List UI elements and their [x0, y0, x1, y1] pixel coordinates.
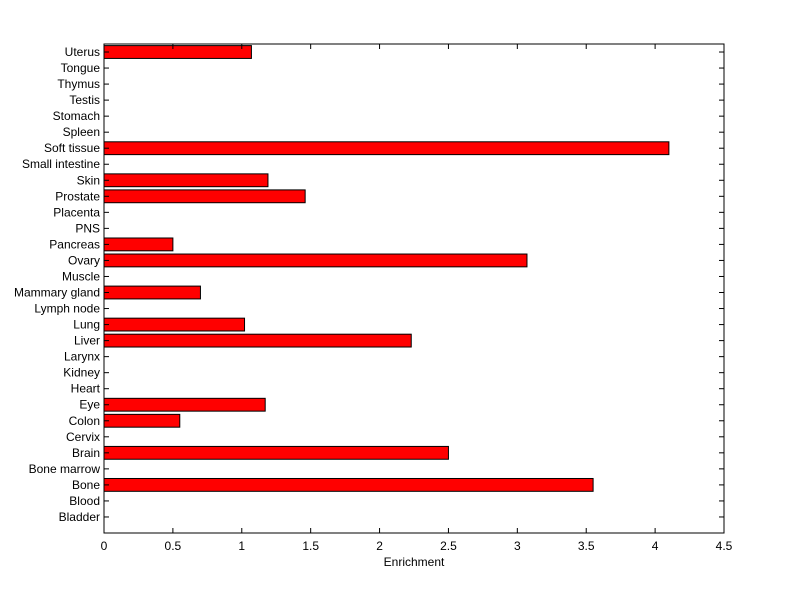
y-tick-label: Prostate: [55, 189, 100, 203]
y-tick-label: Testis: [69, 93, 100, 107]
bar-liver: [103, 333, 412, 348]
y-tick-label: Colon: [69, 414, 100, 428]
x-tick-label: 2.5: [440, 539, 457, 553]
bar-uterus: [103, 45, 252, 59]
y-tick-label: Muscle: [62, 269, 100, 283]
y-tick-label: Heart: [71, 382, 101, 396]
y-tick-label: Bladder: [59, 510, 100, 524]
bar-lung: [103, 317, 246, 332]
bar-colon: [103, 413, 181, 428]
y-tick-label: Bone marrow: [29, 462, 101, 476]
x-axis-label: Enrichment: [384, 555, 445, 569]
bar-brain: [103, 445, 449, 460]
x-tick-label: 3.5: [578, 539, 595, 553]
y-tick-label: Liver: [74, 334, 100, 348]
y-tick-label: Kidney: [63, 366, 100, 380]
bar-soft-tissue: [103, 141, 670, 156]
bar-ovary: [103, 253, 528, 268]
x-tick-label: 1.5: [302, 539, 319, 553]
y-tick-label: Uterus: [65, 45, 100, 59]
y-tick-label: Brain: [72, 446, 100, 460]
y-tick-label: Blood: [69, 494, 100, 508]
y-tick-label: Cervix: [66, 430, 100, 444]
y-tick-label: Spleen: [63, 125, 100, 139]
x-tick-label: 4: [652, 539, 659, 553]
x-tick-label: 0.5: [165, 539, 182, 553]
x-tick-label: 1: [238, 539, 245, 553]
bar-prostate: [103, 189, 306, 204]
bar-skin: [103, 173, 269, 188]
x-tick-label: 3: [514, 539, 521, 553]
y-tick-label: Ovary: [68, 253, 100, 267]
bar-bone: [103, 477, 594, 492]
y-tick-label: Pancreas: [49, 237, 100, 251]
y-tick-label: Skin: [77, 173, 100, 187]
y-tick-label: Small intestine: [22, 157, 100, 171]
bar-eye: [103, 397, 266, 412]
y-tick-label: Larynx: [64, 350, 100, 364]
y-tick-label: Stomach: [53, 109, 100, 123]
y-tick-label: Thymus: [57, 77, 100, 91]
y-tick-label: Eye: [79, 398, 100, 412]
x-tick-label: 4.5: [716, 539, 733, 553]
bar-mammary-gland: [103, 285, 201, 300]
y-tick-label: Mammary gland: [14, 286, 100, 300]
y-tick-label: Soft tissue: [44, 141, 100, 155]
y-tick-label: Bone: [72, 478, 100, 492]
x-tick-label: 0: [101, 539, 108, 553]
x-tick-label: 2: [376, 539, 383, 553]
y-tick-label: Lymph node: [34, 302, 100, 316]
y-tick-label: Tongue: [61, 61, 101, 75]
y-tick-label: Lung: [73, 318, 100, 332]
bar-pancreas: [103, 237, 174, 252]
y-tick-label: Placenta: [53, 205, 100, 219]
y-tick-label: PNS: [75, 221, 100, 235]
